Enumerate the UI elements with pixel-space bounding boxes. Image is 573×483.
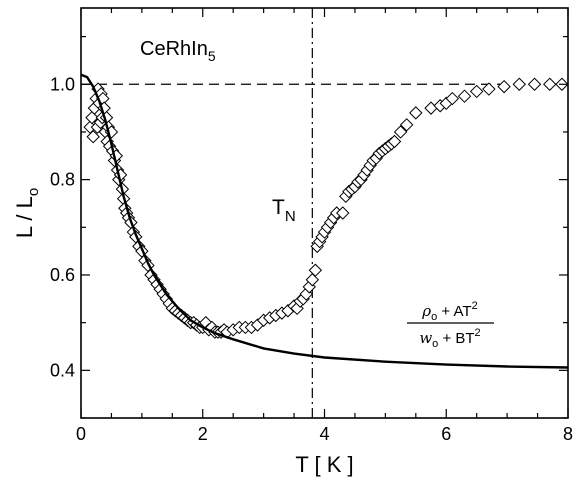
data-point <box>445 91 460 106</box>
data-point <box>497 79 511 94</box>
data-point <box>387 134 402 149</box>
y-tick-label: 0.4 <box>50 360 75 380</box>
y-tick-label: 1.0 <box>50 74 75 94</box>
data-point <box>393 125 408 139</box>
transition-label: TN <box>272 196 296 225</box>
y-tick-label: 0.8 <box>50 170 75 190</box>
data-point <box>469 84 484 99</box>
sample-label: CeRhIn5 <box>140 38 216 64</box>
data-point <box>336 206 350 220</box>
data-point <box>512 77 527 91</box>
y-axis-label: L / Lo <box>12 188 42 238</box>
axes: 0 2 4 6 8 0.4 0.6 0.8 1.0 T [ K ] L / Lo <box>12 7 573 477</box>
y-tick-label: 0.6 <box>50 265 75 285</box>
fit-curve <box>80 73 569 369</box>
data-point <box>457 89 472 103</box>
x-tick-label: 0 <box>76 424 86 444</box>
data-point <box>86 130 100 144</box>
data-point <box>409 106 423 120</box>
data-point <box>424 101 438 115</box>
data-point <box>482 82 496 96</box>
reference-lines <box>81 8 568 418</box>
annotations: CeRhIn5 TN ρo + AT2 wo + BT2 <box>140 38 494 350</box>
data-point <box>527 77 542 91</box>
data-point <box>543 77 557 91</box>
data-point <box>308 263 323 277</box>
x-tick-label: 8 <box>563 424 573 444</box>
x-axis-label: T [ K ] <box>295 452 353 477</box>
x-tick-label: 2 <box>198 424 208 444</box>
formula-numerator: ρo + AT2 <box>421 300 477 323</box>
x-tick-label: 6 <box>441 424 451 444</box>
data-series <box>80 73 569 369</box>
formula-denominator: wo + BT2 <box>419 327 480 350</box>
x-tick-label: 4 <box>319 424 329 444</box>
data-point <box>85 110 99 125</box>
data-point <box>399 118 414 132</box>
